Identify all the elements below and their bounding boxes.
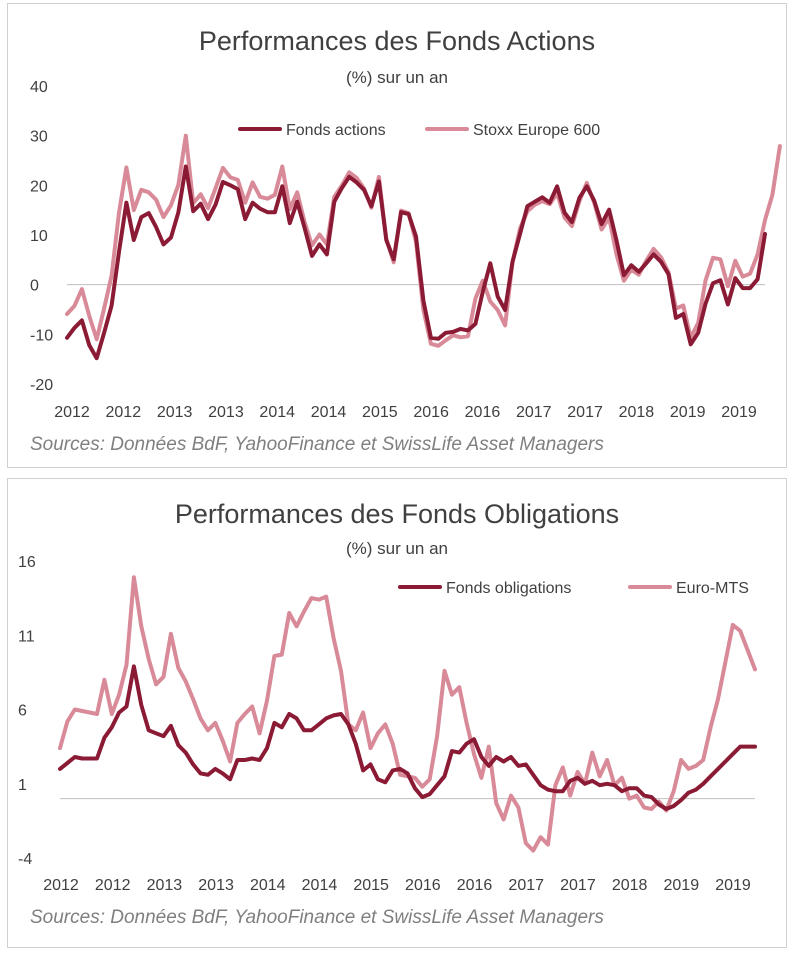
- x-tick-label: 2019: [670, 404, 706, 421]
- y-tick-label: -4: [18, 851, 32, 868]
- x-tick-label: 2018: [619, 404, 655, 421]
- x-tick-label: 2016: [413, 404, 449, 421]
- y-tick-label: -20: [30, 377, 53, 394]
- chart-panel-obligations: Performances des Fonds Obligations (%) s…: [7, 478, 787, 948]
- x-tick-label: 2016: [457, 877, 493, 894]
- x-tick-label: 2016: [405, 877, 441, 894]
- x-tick-label: 2012: [43, 877, 79, 894]
- x-tick-label: 2014: [259, 404, 295, 421]
- series-line-index: [65, 133, 782, 348]
- y-tick-label: 40: [30, 79, 48, 96]
- x-tick-label: 2017: [508, 877, 544, 894]
- x-tick-label: 2015: [362, 404, 398, 421]
- x-tick-label: 2016: [465, 404, 501, 421]
- x-tick-label: 2017: [516, 404, 552, 421]
- x-tick-label: 2015: [353, 877, 389, 894]
- x-tick-label: 2014: [311, 404, 347, 421]
- x-tick-label: 2013: [157, 404, 193, 421]
- legend-label: Fonds obligations: [446, 580, 571, 597]
- y-tick-label: 30: [30, 129, 48, 146]
- y-tick-label: -10: [30, 327, 53, 344]
- x-tick-label: 2012: [106, 404, 142, 421]
- y-tick-label: 11: [18, 628, 35, 645]
- y-tick-label: 0: [30, 278, 39, 295]
- chart-source: Sources: Données BdF, YahooFinance et Sw…: [30, 907, 604, 928]
- x-tick-label: 2018: [612, 877, 648, 894]
- y-tick-label: 1: [18, 777, 27, 794]
- x-tick-label: 2013: [147, 877, 183, 894]
- y-tick-label: 10: [30, 228, 48, 245]
- x-tick-label: 2014: [250, 877, 286, 894]
- series-line-fonds: [65, 164, 767, 361]
- x-tick-label: 2013: [208, 404, 244, 421]
- x-tick-label: 2017: [560, 877, 596, 894]
- x-tick-label: 2019: [721, 404, 757, 421]
- x-tick-label: 2014: [302, 877, 338, 894]
- x-tick-label: 2012: [95, 877, 131, 894]
- x-tick-label: 2012: [54, 404, 90, 421]
- legend-label: Fonds actions: [286, 122, 386, 139]
- series-line-fonds: [58, 664, 757, 811]
- legend-label: Euro-MTS: [676, 580, 749, 597]
- chart-subtitle: (%) sur un an: [345, 68, 449, 87]
- y-tick-label: 20: [30, 178, 48, 195]
- y-tick-label: 6: [18, 703, 27, 720]
- chart-source: Sources: Données BdF, YahooFinance et Sw…: [30, 434, 604, 455]
- chart-panel-actions: Performances des Fonds Actions (%) sur u…: [7, 3, 787, 468]
- legend-label: Stoxx Europe 600: [473, 122, 600, 139]
- chart-title: Performances des Fonds Actions: [198, 26, 596, 56]
- chart-obligations-plot: 16 11 6 1 -4 2012 2012 2013 2013 2014 2014 2015 2016…: [18, 554, 757, 894]
- series-line-index: [58, 575, 757, 853]
- chart-title: Performances des Fonds Obligations: [174, 499, 620, 529]
- y-tick-label: 16: [18, 554, 36, 571]
- x-tick-label: 2017: [567, 404, 603, 421]
- chart-subtitle: (%) sur un an: [345, 539, 449, 558]
- x-tick-label: 2019: [715, 877, 751, 894]
- x-tick-label: 2013: [198, 877, 234, 894]
- x-tick-label: 2019: [664, 877, 700, 894]
